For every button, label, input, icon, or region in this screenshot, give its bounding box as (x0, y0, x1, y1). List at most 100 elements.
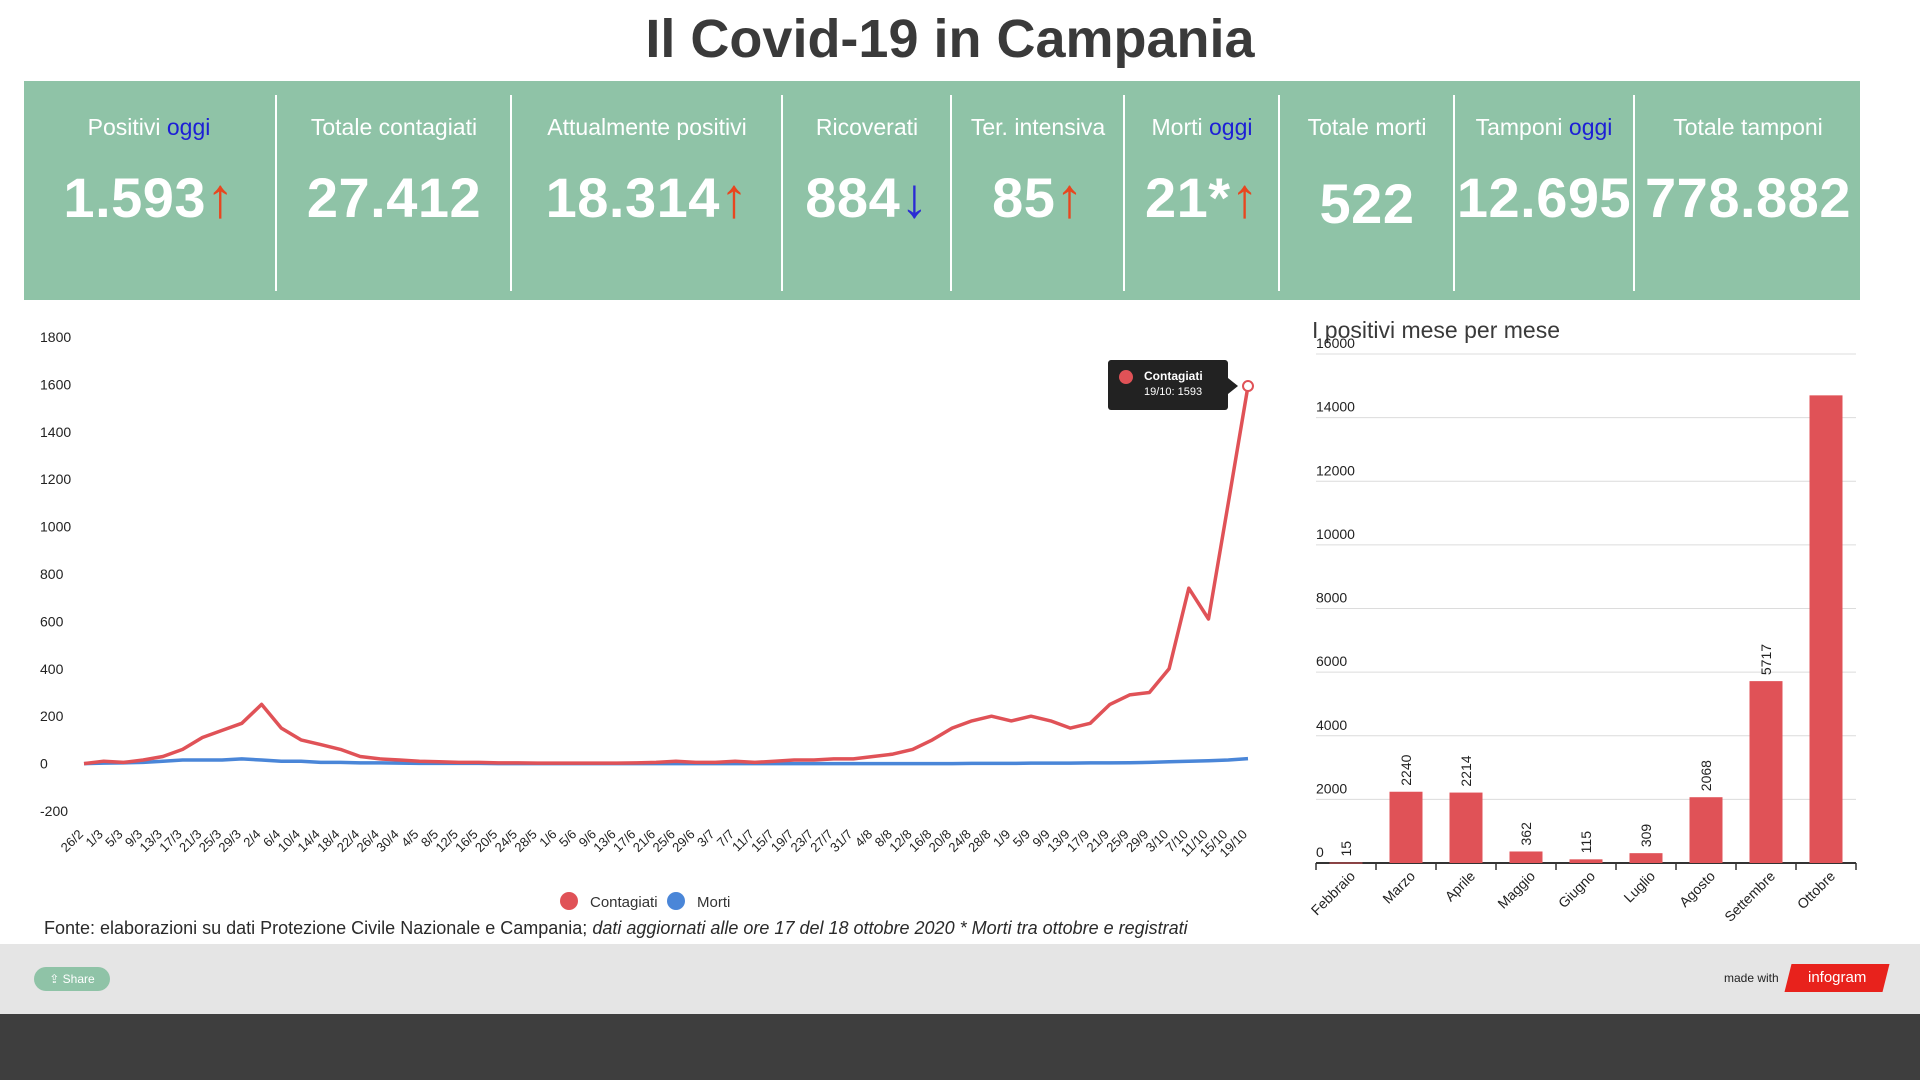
divider (1123, 95, 1125, 291)
bar-marzo (1389, 791, 1423, 863)
page-title: Il Covid-19 in Campania (645, 9, 1255, 69)
tooltip-value: 19/10: 1593 (1144, 386, 1202, 398)
legend-label: Morti (697, 894, 731, 911)
stat-label: Ter. intensiva (970, 114, 1106, 140)
x-tick-label: Marzo (1379, 868, 1418, 907)
footer-bar: ⇪ Share made with infogram (0, 944, 1920, 1014)
line-chart: 1800 1600 1400 1200 1000 800 600 400 200 0 -200 26… (40, 329, 1254, 861)
y-tick-label: 1000 (40, 519, 71, 535)
stat-label: Ricoverati (815, 114, 919, 140)
stat-value: 85↑ (992, 166, 1084, 229)
stat-value: 21*↑ (1144, 166, 1260, 229)
x-tick-label: 29/6 (669, 827, 698, 856)
divider (275, 95, 277, 291)
series-lines (83, 380, 1254, 766)
tooltip: Contagiati 19/10: 1593 (1108, 360, 1238, 411)
legend-label: Contagiati (590, 894, 658, 911)
series-line-contagiati (83, 385, 1250, 766)
x-tick-label: Settembre (1721, 868, 1778, 925)
stat-label: Totale tamponi (1673, 114, 1823, 140)
divider (1278, 95, 1280, 291)
stat-positivi-oggi: Positivi oggi 1.593↑ (24, 81, 274, 300)
bottom-bar (0, 1014, 1920, 1080)
arrow-down-icon: ↓ (900, 166, 929, 229)
stat-label: Positivi oggi (87, 114, 211, 140)
bar-chart-title: I positivi mese per mese (1312, 317, 1560, 343)
bar-value-label: 362 (1518, 822, 1534, 846)
y-tick-label: 10000 (1316, 526, 1355, 542)
share-button[interactable]: ⇪ Share (34, 967, 110, 991)
legend-dot-icon (560, 892, 578, 910)
divider (781, 95, 783, 291)
legend-contagiati[interactable]: Contagiati (560, 892, 658, 911)
y-tick-label: 1400 (40, 424, 71, 440)
stat-value: 522 (1319, 172, 1415, 235)
y-tick-label: 200 (40, 708, 64, 724)
infogram-logo[interactable]: infogram (1784, 964, 1890, 992)
stat-value: 27.412 (306, 166, 482, 229)
x-tick-label: Ottobre (1794, 868, 1838, 912)
divider (510, 95, 512, 291)
y-tick-label: 600 (40, 613, 64, 629)
stat-value: 18.314↑ (545, 166, 749, 229)
y-axis-ticks: 1800 1600 1400 1200 1000 800 600 400 200 0 -200 (40, 329, 71, 819)
y-tick-label: 800 (40, 566, 64, 582)
bar-agosto (1689, 797, 1723, 863)
bar-maggio (1509, 851, 1543, 863)
x-tick-label: 30/4 (373, 827, 402, 856)
legend-morti[interactable]: Morti (667, 892, 731, 911)
stat-value: 1.593↑ (63, 166, 235, 229)
bar-luglio (1629, 853, 1663, 863)
stat-value: 778.882 (1645, 166, 1851, 229)
y-tick-label: -200 (40, 803, 68, 819)
stat-label: Attualmente positivi (547, 114, 747, 140)
source-note: Fonte: elaborazioni su dati Protezione C… (44, 918, 1188, 938)
y-tick-label: 1200 (40, 471, 71, 487)
x-tick-label: Aprile (1441, 868, 1478, 905)
stat-label: Tamponi oggi (1475, 114, 1613, 140)
tooltip-pointer (1228, 378, 1238, 395)
x-tick-label: Agosto (1676, 868, 1718, 910)
x-tick-label: 29/3 (215, 827, 244, 856)
stat-attualmente-positivi: Attualmente positivi 18.314↑ (513, 81, 781, 300)
bar-ottobre (1809, 395, 1843, 863)
y-tick-label: 1600 (40, 376, 71, 392)
x-tick-label: Maggio (1494, 868, 1538, 912)
bar-febbraio (1329, 862, 1363, 864)
arrow-up-icon: ↑ (1055, 166, 1084, 229)
tooltip-dot-icon (1119, 370, 1133, 385)
divider (1453, 95, 1455, 291)
bar-chart: I positivi mese per mese 16000 14000 12000… (1308, 317, 1857, 925)
stats-panel: Positivi oggi 1.593↑ Totale contagiati 2… (24, 81, 1860, 300)
arrow-up-icon: ↑ (1230, 166, 1260, 229)
divider (950, 95, 952, 291)
bar-value-label: 2240 (1398, 754, 1414, 785)
y-tick-label: 1800 (40, 329, 71, 345)
x-tick-label: Giugno (1555, 868, 1598, 911)
stat-totale-tamponi: Totale tamponi 778.882 (1636, 81, 1860, 300)
stat-label: Totale morti (1307, 114, 1427, 140)
series-line-morti (83, 756, 1249, 766)
stat-label: Morti oggi (1151, 114, 1253, 140)
stat-totale-contagiati: Totale contagiati 27.412 (278, 81, 510, 300)
x-tick-label: 26/2 (58, 827, 87, 856)
y-tick-label: 0 (1316, 844, 1324, 860)
x-tick-label: 31/7 (827, 827, 856, 856)
bar-value-label: 2214 (1458, 755, 1474, 786)
legend-dot-icon (667, 892, 685, 910)
stat-label: Totale contagiati (310, 114, 478, 140)
x-axis-ticks: 26/21/35/39/313/317/321/325/329/32/46/41… (58, 827, 1251, 861)
y-tick-label: 4000 (1316, 717, 1347, 733)
divider (1633, 95, 1635, 291)
y-tick-label: 14000 (1316, 399, 1355, 415)
x-tick-label: Febbraio (1308, 868, 1359, 919)
y-tick-label: 400 (40, 661, 64, 677)
x-tick-label: 28/8 (965, 827, 994, 856)
share-icon: ⇪ (49, 972, 63, 986)
x-tick-label: Luglio (1620, 868, 1658, 906)
stat-morti-oggi: Morti oggi 21*↑ (1126, 81, 1278, 300)
bar-value-label: 309 (1638, 824, 1654, 848)
stat-value: 12.695 (1456, 166, 1632, 229)
stat-tamponi-oggi: Tamponi oggi 12.695 (1456, 81, 1632, 300)
y-tick-label: 12000 (1316, 462, 1355, 478)
